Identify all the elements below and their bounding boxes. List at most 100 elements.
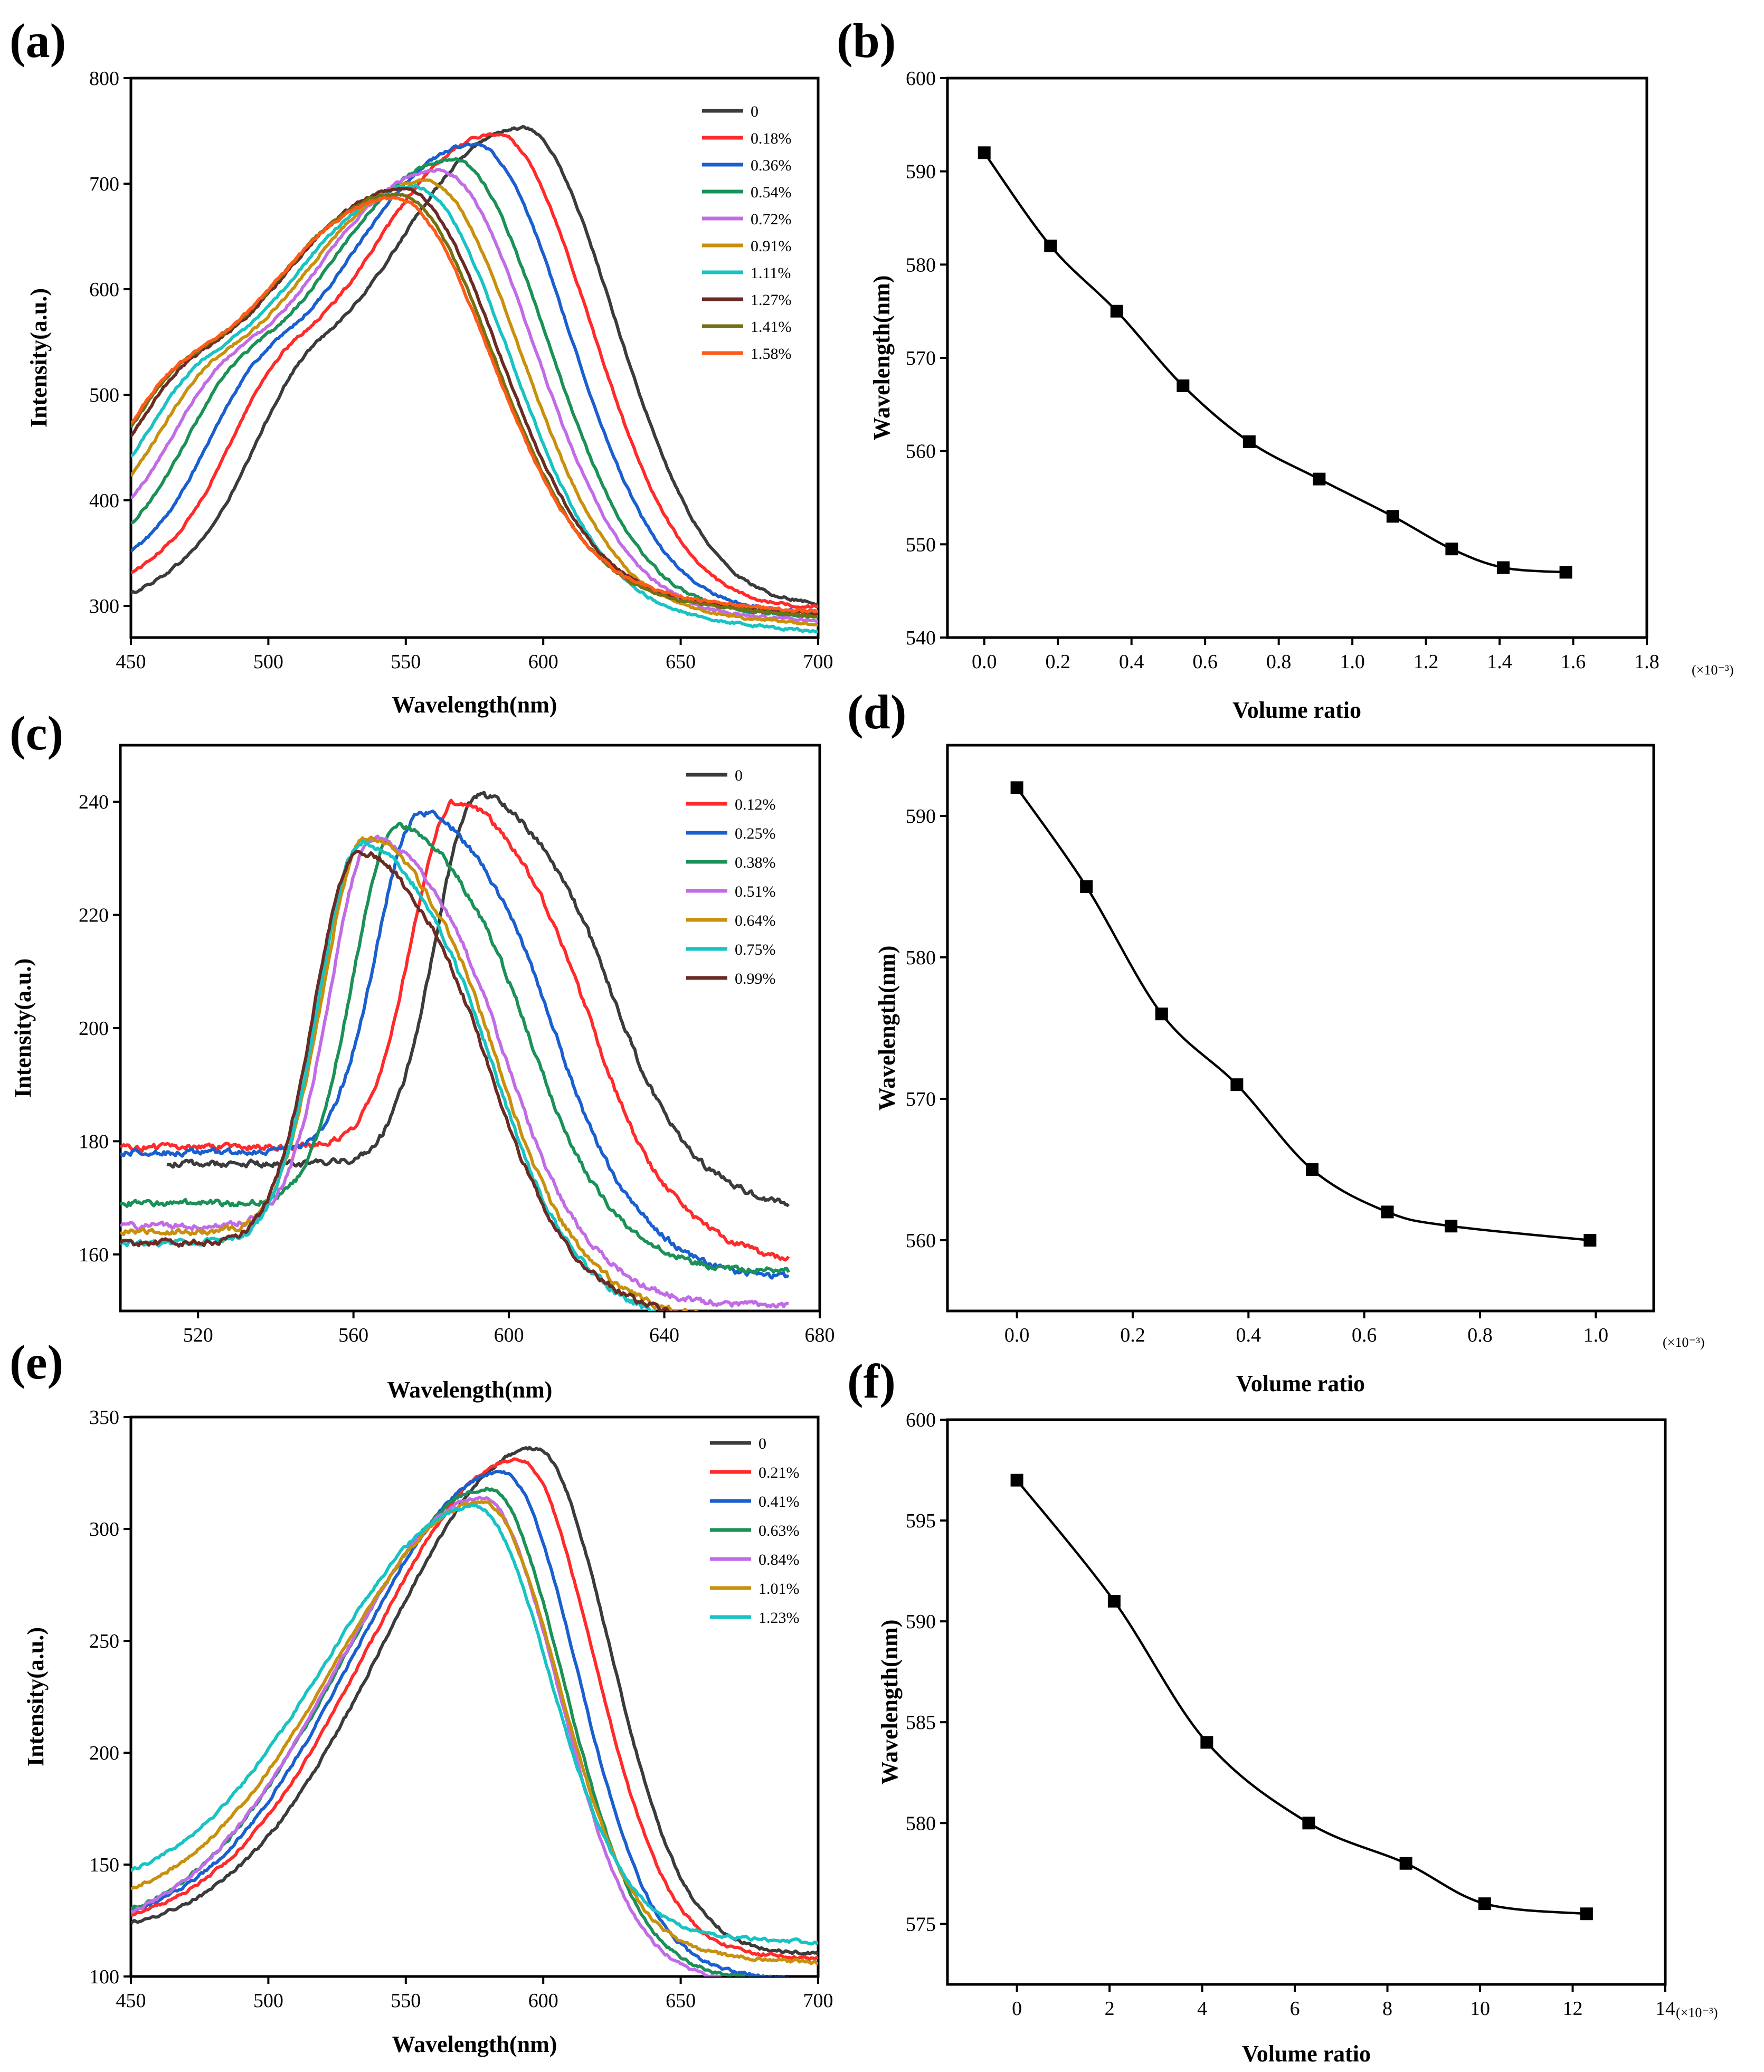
data-point-marker	[1107, 1594, 1121, 1608]
panel-c-ticks: 520 560 600 640 680 160 180 200 220 240	[79, 791, 835, 1346]
panel-e-ylabel: Intensity(a.u.)	[23, 1627, 49, 1766]
y-tick-label: 590	[906, 805, 936, 828]
x-tick-label: 700	[803, 651, 833, 673]
x-tick-label: 450	[116, 651, 146, 673]
panel-f-frame	[946, 1418, 1667, 1986]
legend-label: 1.27%	[751, 291, 792, 309]
trend-line	[1016, 787, 1590, 1242]
series-line-0	[131, 125, 818, 606]
legend-label: 0.38%	[735, 854, 776, 871]
data-point-marker	[1399, 1857, 1412, 1870]
x-tick-label: 650	[666, 1990, 696, 2012]
series-line-0-54pct	[131, 157, 818, 619]
data-point-marker	[1044, 240, 1057, 252]
x-tick-label: 0.6	[1192, 651, 1218, 673]
series-line-0-18pct	[131, 132, 818, 610]
y-tick-label: 580	[906, 947, 936, 969]
data-point-marker	[1243, 435, 1256, 448]
panel-b-frame	[946, 77, 1648, 639]
x-tick-label: 700	[803, 1990, 833, 2012]
x-tick-label: 0.4	[1236, 1324, 1262, 1346]
data-point-marker	[978, 146, 991, 159]
x-tick-label: 0.0	[1004, 1324, 1030, 1346]
legend-label: 0.25%	[735, 825, 776, 842]
x-tick-label: 0.2	[1120, 1324, 1145, 1346]
trend-line	[1016, 1479, 1587, 1915]
series-line-0-63pct	[131, 1486, 757, 1976]
data-point-marker	[1010, 1474, 1023, 1487]
legend-label: 0.75%	[735, 941, 776, 958]
x-tick-label: 12	[1563, 1998, 1583, 2020]
x-tick-label: 500	[253, 651, 283, 673]
panel-b-peak-shift: (b) 0.0 0.2 0.4 0.6 0.8 1.0 1.2 1.4 1.6 1.8 540 550…	[837, 14, 1734, 723]
data-point-marker	[1155, 1008, 1168, 1021]
panel-d-series	[1010, 781, 1597, 1247]
legend-label: 0.54%	[751, 184, 792, 201]
panel-e-series	[131, 1446, 818, 1976]
panel-e-legend: 0 0.21% 0.41% 0.63% 0.84% 1.01% 1.23%	[710, 1435, 800, 1627]
x-tick-label: 0.8	[1266, 651, 1292, 673]
legend-label: 0.18%	[751, 130, 792, 147]
legend-label: 1.11%	[751, 264, 791, 282]
x-tick-label: 0.2	[1045, 651, 1070, 673]
legend-label: 1.23%	[758, 1609, 800, 1627]
panel-a-frame	[129, 77, 820, 639]
x-tick-label: 680	[805, 1324, 835, 1346]
data-point-marker	[1583, 1234, 1597, 1247]
legend-label: 0.36%	[751, 157, 792, 174]
panel-f-peak-shift: (f) 0 2 4 6 8 10 12 14 575 580 585 590 595 600 (×10⁻³…	[847, 1354, 1718, 2067]
y-tick-label: 570	[906, 1088, 936, 1110]
x-tick-label: 4	[1197, 1998, 1207, 2020]
panel-a-ticks: 450 500 550 600 650 700 300 400 500 600 700 800	[89, 68, 833, 673]
y-tick-label: 400	[89, 490, 119, 512]
panel-f-ticks: 0 2 4 6 8 10 12 14 575 580 585 590 595 600	[906, 1409, 1675, 2020]
y-tick-label: 600	[89, 279, 119, 301]
series-line-1-11pct	[131, 184, 818, 633]
panel-b-series	[978, 146, 1572, 579]
panel-e-label: (e)	[10, 1335, 63, 1389]
data-point-marker	[1200, 1736, 1213, 1749]
series-line-0-21pct	[131, 1457, 818, 1961]
x-tick-label: 550	[391, 1990, 421, 2012]
legend-label: 1.01%	[758, 1580, 800, 1598]
y-tick-label: 350	[89, 1406, 119, 1429]
series-line-0-91pct	[131, 178, 818, 627]
panel-d-peak-shift: (d) 0.0 0.2 0.4 0.6 0.8 1.0 560 570 580 590 (×10⁻…	[847, 685, 1705, 1396]
panel-c-label: (c)	[10, 706, 63, 760]
legend-label: 0.72%	[751, 211, 792, 228]
panel-b-ylabel: Wavelength(nm)	[869, 275, 895, 441]
y-tick-label: 595	[906, 1510, 936, 1532]
legend-label: 0.99%	[735, 970, 776, 987]
y-tick-label: 600	[906, 68, 936, 90]
data-point-marker	[1445, 1220, 1458, 1233]
data-point-marker	[1497, 561, 1510, 574]
x-tick-label: 6	[1290, 1998, 1300, 2020]
panel-b-ticks: 0.0 0.2 0.4 0.6 0.8 1.0 1.2 1.4 1.6 1.8 540 550 560 5…	[906, 68, 1659, 673]
y-tick-label: 180	[79, 1130, 109, 1153]
x-tick-label: 640	[649, 1324, 679, 1346]
y-tick-label: 560	[906, 441, 936, 463]
x-tick-label: 0.4	[1119, 651, 1144, 673]
data-point-marker	[1177, 379, 1190, 392]
y-tick-label: 590	[906, 1611, 936, 1633]
panel-c-ylabel: Intensity(a.u.)	[10, 958, 36, 1098]
panel-c-spectra: (c) 520 560 600 640 680 160 180 200 220 240 0 0.12…	[10, 706, 835, 1403]
y-tick-label: 600	[906, 1409, 936, 1431]
x-tick-label: 600	[528, 1990, 558, 2012]
x-tick-label: 500	[253, 1990, 283, 2012]
y-tick-label: 150	[89, 1854, 119, 1876]
x-tick-label: 14	[1655, 1998, 1675, 2020]
series-line-0-12pct	[120, 799, 790, 1262]
panel-d-ylabel: Wavelength(nm)	[874, 946, 900, 1111]
y-tick-label: 500	[89, 384, 119, 406]
panel-b-label: (b)	[837, 14, 896, 68]
legend-label: 0.64%	[735, 912, 776, 929]
panel-a-series	[131, 125, 818, 633]
panel-b-xlabel: Volume ratio	[1232, 697, 1361, 723]
series-line-0-51pct	[120, 834, 789, 1309]
x-tick-label: 1.0	[1340, 651, 1365, 673]
panel-e-xlabel: Wavelength(nm)	[392, 2031, 557, 2057]
legend-label: 0	[758, 1435, 766, 1452]
x-tick-label: 550	[391, 651, 421, 673]
x-tick-label: 0.0	[972, 651, 997, 673]
